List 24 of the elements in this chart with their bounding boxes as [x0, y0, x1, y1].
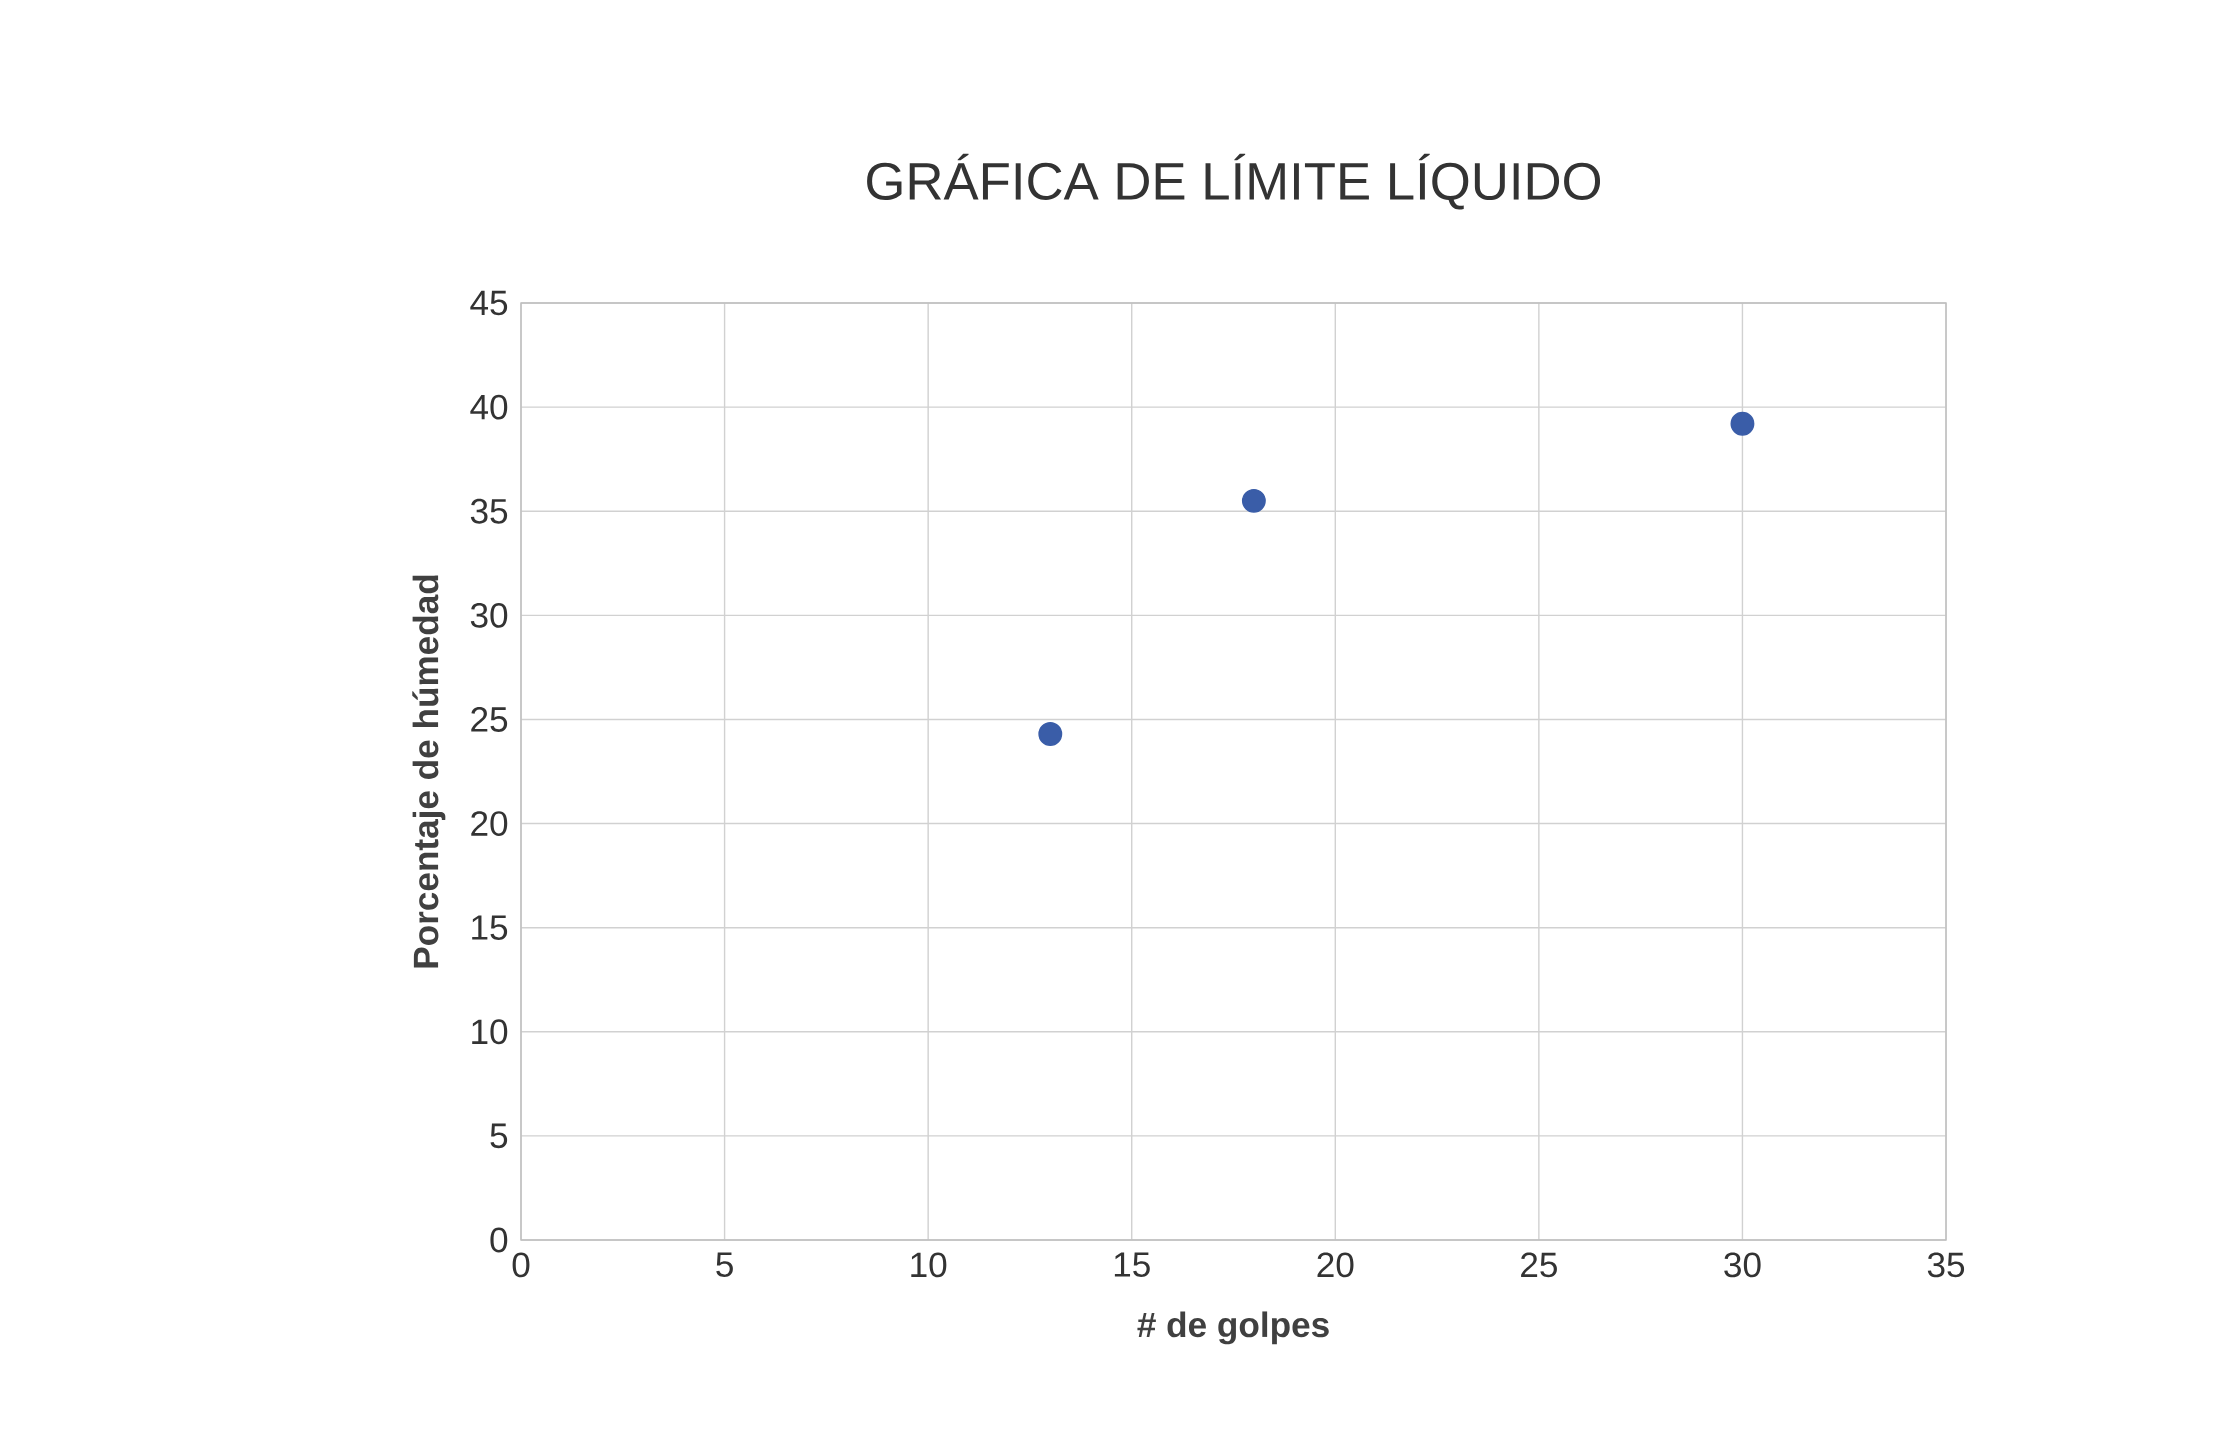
- x-tick-label: 10: [911, 1252, 947, 1278]
- point: [1038, 722, 1063, 746]
- y-tick-label: 10: [472, 1019, 508, 1045]
- y-tick-label: 35: [470, 498, 508, 524]
- y-tick-label: 25: [471, 707, 508, 732]
- x-tick-label: 35: [1927, 1252, 1965, 1278]
- x-tick-label: 30: [1724, 1252, 1761, 1278]
- x-axis-title: # de golpes: [1137, 1311, 1329, 1345]
- point: [1241, 488, 1266, 513]
- x-tick-label: 20: [1317, 1252, 1354, 1278]
- y-axis-title: Porcentaje de húmedad: [412, 575, 446, 968]
- point: [1730, 411, 1755, 436]
- y-tick-label: 20: [471, 811, 508, 836]
- y-tick-label: 5: [490, 1123, 508, 1149]
- y-tick-label: 45: [470, 290, 508, 316]
- chart-title: GRÁFICA DE LÍMITE LÍQUIDO: [867, 153, 1601, 210]
- x-tick-label: 25: [1521, 1252, 1557, 1278]
- y-tick-label: 15: [472, 915, 508, 940]
- x-tick-label: 0: [512, 1252, 530, 1278]
- y-tick-label: 30: [470, 602, 508, 628]
- x-tick-label: 15: [1114, 1252, 1150, 1277]
- y-tick-label: 0: [490, 1227, 508, 1253]
- x-tick-label: 5: [716, 1252, 733, 1277]
- y-tick-label: 40: [470, 394, 508, 420]
